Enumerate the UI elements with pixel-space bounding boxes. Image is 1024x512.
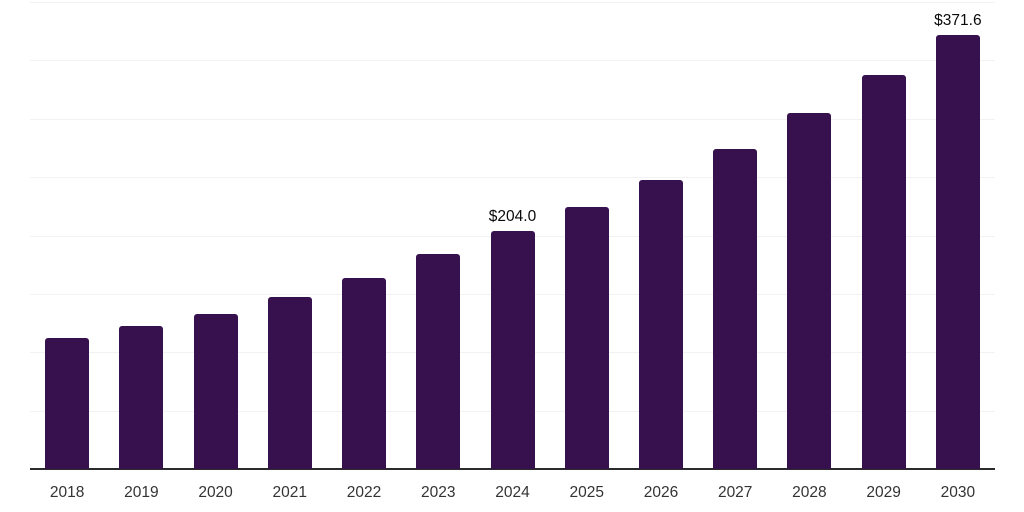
data-label-2024: $204.0 — [488, 207, 537, 225]
bar-2029 — [861, 74, 906, 469]
bar-2018 — [45, 338, 90, 469]
x-tick-label-2018: 2018 — [49, 484, 85, 501]
gridline-350 — [30, 60, 995, 62]
bar-2027 — [713, 148, 758, 469]
x-axis-line — [30, 468, 995, 470]
x-tick-label-2026: 2026 — [643, 484, 679, 501]
bar-2025 — [564, 206, 609, 469]
x-tick-label-2024: 2024 — [495, 484, 530, 501]
bar-2028 — [787, 113, 832, 469]
bar-2024 — [490, 230, 535, 469]
x-tick-label-2022: 2022 — [346, 484, 382, 501]
x-tick-label-2019: 2019 — [124, 484, 159, 501]
x-tick-label-2027: 2027 — [717, 484, 753, 501]
bar-2023 — [416, 254, 461, 469]
x-tick-label-2023: 2023 — [421, 484, 456, 501]
x-tick-label-2020: 2020 — [198, 484, 233, 501]
bar-2030 — [935, 35, 980, 469]
x-tick-label-2025: 2025 — [569, 484, 604, 501]
bar-2020 — [193, 314, 238, 469]
bar-2026 — [638, 179, 683, 469]
bar-2022 — [342, 277, 387, 469]
gridline-300 — [30, 118, 995, 120]
bar-2021 — [267, 296, 312, 469]
gridline-250 — [30, 177, 995, 179]
gridline-400 — [30, 2, 995, 3]
x-tick-label-2030: 2030 — [940, 484, 976, 501]
x-tick-label-2029: 2029 — [866, 484, 901, 501]
data-label-2030: $371.6 — [934, 12, 982, 30]
x-tick-label-2028: 2028 — [792, 484, 827, 501]
bar-2019 — [119, 325, 164, 469]
x-tick-label-2021: 2021 — [272, 484, 308, 501]
